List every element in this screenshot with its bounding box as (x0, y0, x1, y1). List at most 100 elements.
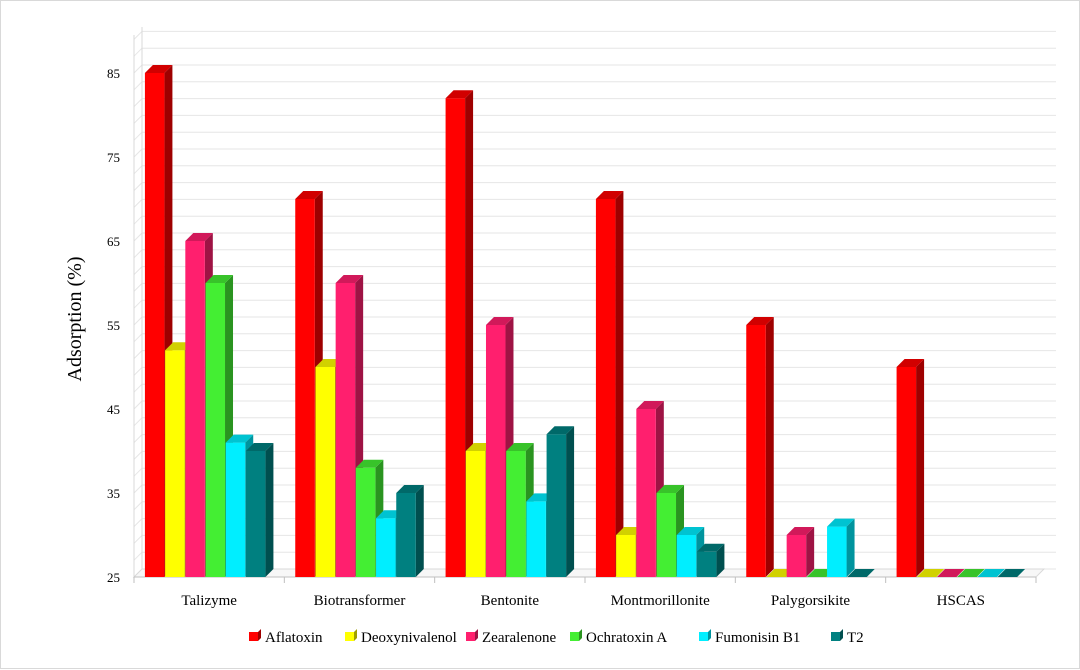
bar-t2-bentonite (546, 426, 575, 577)
bar-top (295, 191, 323, 199)
bar-top (957, 569, 985, 577)
gridline (133, 249, 1056, 259)
legend-swatch (466, 632, 475, 641)
gridline (133, 299, 1056, 309)
gridline (133, 215, 1056, 225)
legend-label: Zearalenone (482, 630, 556, 646)
y-tick-label: 25 (107, 570, 120, 585)
bar-top (225, 434, 254, 443)
legend: Aflatoxin Deoxynivalenol Zearalenone Ochrat… (249, 629, 864, 646)
x-category-label: Palygorsikite (771, 593, 851, 609)
gridline (133, 350, 1056, 359)
bar-front (676, 535, 697, 577)
bar-top (546, 426, 575, 435)
legend-swatch-side (708, 629, 711, 641)
legend-swatch-side (840, 629, 843, 641)
bar-t2-palygorsikite (847, 569, 875, 577)
bar-front (205, 283, 226, 577)
gridline (133, 165, 1056, 175)
bar-side (615, 191, 624, 577)
legend-swatch (699, 632, 708, 641)
bar-front (144, 73, 165, 577)
bar-side (415, 485, 424, 577)
bar-front (485, 325, 506, 577)
bar-front (896, 367, 917, 577)
bar-front (696, 551, 717, 577)
gridline (133, 30, 1056, 40)
bar-front (355, 467, 376, 577)
bar-aflatoxin-hscas (896, 359, 925, 577)
labels-layer: 25 35 45 55 65 75 85 Talizyme Biotransformer Bent… (107, 66, 985, 609)
legend-swatch (570, 632, 579, 641)
bar-front (546, 434, 567, 577)
bar-front (506, 451, 526, 577)
bar-side (916, 359, 925, 577)
bar-top (355, 459, 384, 468)
gridline (133, 114, 1056, 124)
bar-front (595, 199, 616, 577)
legend-swatch (249, 632, 258, 641)
gridline (133, 81, 1056, 91)
gridline (133, 266, 1056, 275)
bar-side (765, 317, 774, 577)
y-tick-label: 75 (107, 150, 120, 165)
bar-front (827, 526, 847, 577)
bar-fumonisin-b1-palygorsikite (827, 518, 855, 577)
bar-top (445, 90, 474, 99)
bar-fumonisin-b1-hscas (977, 569, 1005, 577)
bar-top (696, 543, 725, 552)
bar-top (676, 527, 705, 535)
bar-top (185, 233, 213, 241)
y-tick-label: 45 (107, 402, 120, 417)
legend-swatch (831, 632, 840, 641)
bars-layer (144, 65, 1026, 577)
bar-aflatoxin-montmorillonite (595, 191, 624, 577)
bar-top (595, 191, 624, 199)
x-category-label: Bentonite (481, 593, 540, 609)
y-tick-label: 55 (107, 318, 120, 333)
bar-zearalenone-palygorsikite (786, 527, 815, 577)
bar-top (506, 443, 534, 451)
legend-item-ochratoxin-a: Ochratoxin A (570, 629, 667, 646)
y-tick-label: 65 (107, 234, 120, 249)
bar-front (225, 442, 246, 577)
x-category-label: Biotransformer (314, 593, 406, 609)
bar-front (335, 283, 356, 577)
bar-t2-biotransformer (396, 485, 424, 577)
bar-top (896, 359, 925, 367)
bar-top (786, 527, 815, 535)
bar-top (916, 569, 945, 577)
bar-front (185, 241, 205, 577)
gridline (133, 64, 1056, 74)
bar-front (616, 535, 636, 577)
bar-top (997, 569, 1026, 577)
legend-swatch-side (579, 629, 582, 641)
bar-t2-talizyme (245, 443, 274, 577)
x-category-label: Montmorillonite (611, 593, 711, 609)
bar-front (526, 501, 546, 577)
bar-front (245, 451, 266, 577)
bar-zearalenone-hscas (936, 569, 965, 577)
legend-item-t2: T2 (831, 629, 864, 646)
legend-label: Deoxynivalenol (361, 630, 457, 646)
legend-swatch (345, 632, 354, 641)
bar-front (445, 98, 466, 577)
bar-top (396, 485, 424, 493)
bar-front (656, 493, 677, 577)
bar-aflatoxin-palygorsikite (746, 317, 774, 577)
bar-side (716, 543, 725, 577)
bar-top (144, 65, 173, 73)
legend-swatch-side (475, 629, 478, 641)
bar-front (636, 409, 656, 577)
bar-ochratoxin-a-hscas (957, 569, 985, 577)
gridline (133, 131, 1056, 141)
legend-label: Aflatoxin (265, 630, 323, 646)
gridline (133, 182, 1056, 191)
legend-label: Fumonisin B1 (715, 630, 800, 646)
bar-front (295, 199, 315, 577)
bar-top (827, 518, 855, 527)
gridline (133, 333, 1056, 343)
x-category-label: Talizyme (181, 593, 237, 609)
bar-side (806, 527, 815, 577)
